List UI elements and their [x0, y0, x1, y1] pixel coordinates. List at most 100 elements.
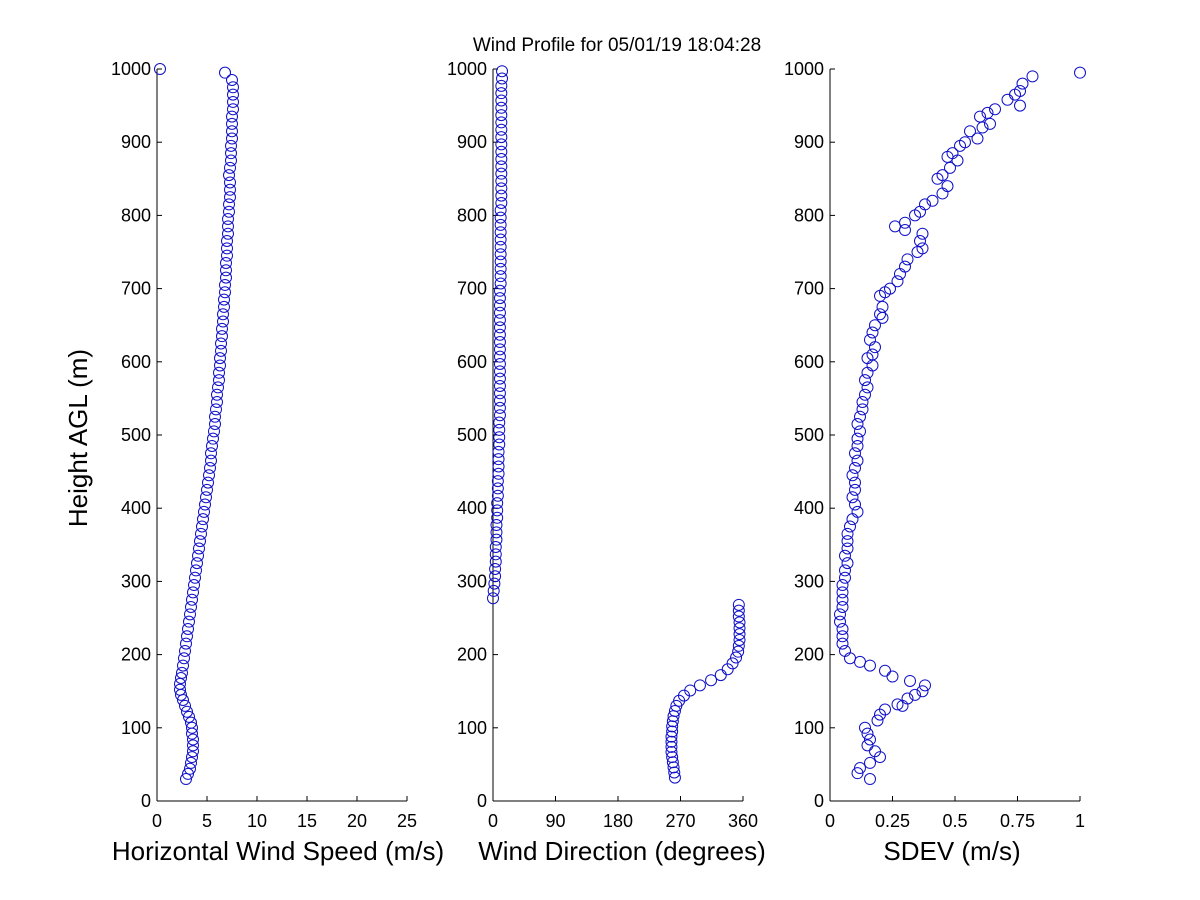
data-point	[899, 224, 911, 237]
data-point	[494, 277, 507, 290]
data-point	[224, 176, 236, 189]
data-point	[178, 652, 190, 665]
y-tick-label: 200	[794, 645, 824, 665]
data-point	[227, 88, 239, 101]
data-point	[864, 333, 876, 346]
data-point	[919, 679, 931, 692]
data-point	[856, 396, 869, 409]
data-point	[864, 756, 876, 769]
data-point	[869, 319, 881, 332]
data-point	[901, 253, 914, 266]
data-point	[896, 699, 909, 712]
data-point	[666, 720, 679, 733]
data-point	[495, 189, 508, 202]
data-point	[209, 418, 221, 431]
x-tick-label: 0	[825, 811, 835, 831]
data-point	[493, 387, 506, 400]
data-point	[494, 240, 507, 253]
data-point	[493, 365, 506, 378]
data-point	[495, 131, 508, 144]
data-point	[494, 233, 507, 246]
data-point	[989, 103, 1001, 116]
data-point	[224, 161, 236, 174]
data-point	[213, 366, 225, 379]
data-point	[492, 467, 505, 480]
x-tick-label: 15	[297, 811, 317, 831]
y-tick-label: 100	[457, 718, 487, 738]
data-point	[854, 655, 866, 668]
data-point	[196, 520, 208, 533]
y-tick-label: 200	[457, 645, 487, 665]
data-point	[976, 121, 989, 134]
data-point	[732, 639, 745, 652]
data-point	[202, 476, 214, 489]
data-point	[227, 95, 239, 108]
data-point	[495, 109, 508, 122]
y-tick-label: 700	[457, 279, 487, 299]
data-point	[224, 183, 236, 196]
data-point	[186, 751, 198, 764]
data-point	[226, 110, 238, 123]
data-point	[224, 191, 236, 204]
x-tick-label: 0	[488, 811, 498, 831]
data-point	[495, 79, 508, 92]
data-point	[205, 447, 217, 460]
data-point	[220, 271, 232, 284]
x-tick-label: 10	[247, 811, 267, 831]
y-tick-label: 0	[814, 791, 824, 811]
data-point	[222, 227, 234, 240]
data-point	[874, 289, 886, 302]
data-point	[219, 286, 231, 299]
data-point	[183, 710, 195, 723]
data-point	[493, 438, 506, 451]
data-point	[197, 513, 209, 526]
data-point	[876, 311, 889, 324]
data-point	[859, 721, 871, 734]
data-point	[495, 116, 508, 129]
data-point	[495, 123, 508, 136]
data-point	[493, 328, 506, 341]
data-point	[665, 735, 678, 748]
data-point	[493, 372, 506, 385]
data-point	[839, 644, 851, 657]
y-tick-label: 500	[794, 425, 824, 445]
data-point	[839, 564, 851, 577]
data-point	[844, 520, 856, 533]
data-point	[225, 147, 237, 160]
y-tick-label: 900	[794, 132, 824, 152]
data-point	[856, 403, 869, 416]
data-point	[864, 659, 876, 672]
data-point	[732, 645, 745, 658]
data-point	[839, 571, 851, 584]
data-point	[732, 610, 745, 623]
data-point	[223, 169, 235, 182]
data-point	[733, 628, 746, 641]
data-point	[916, 227, 929, 240]
data-point	[981, 106, 994, 119]
data-point	[493, 401, 506, 414]
y-tick-label: 900	[457, 132, 487, 152]
data-point	[894, 267, 906, 280]
wind-direction-panel: 0 100 200 300 400 500 600 700 800 900 1000 0 90 180 27…	[447, 59, 766, 866]
data-point	[489, 570, 502, 583]
data-point	[839, 549, 851, 562]
data-point	[889, 220, 901, 233]
data-point	[193, 542, 205, 555]
data-point	[849, 483, 861, 496]
data-point	[179, 644, 191, 657]
data-point	[185, 756, 197, 769]
data-point	[914, 235, 926, 248]
data-point	[180, 637, 192, 650]
y-tick-label: 400	[794, 498, 824, 518]
data-point	[218, 300, 230, 313]
data-point	[181, 705, 193, 718]
data-point	[859, 374, 871, 387]
data-point	[984, 117, 996, 130]
data-point	[489, 540, 502, 553]
data-point	[851, 418, 864, 431]
data-point	[495, 101, 508, 114]
data-point	[493, 394, 506, 407]
data-point	[941, 180, 954, 193]
data-point	[891, 275, 904, 288]
data-point	[495, 167, 508, 180]
